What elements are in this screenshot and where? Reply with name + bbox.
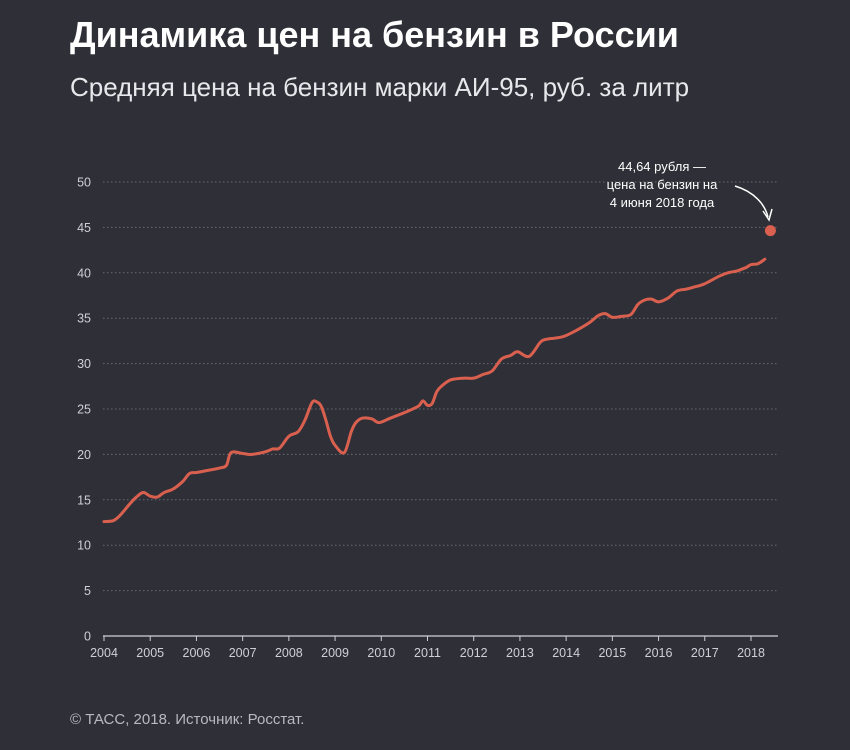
x-tick-label: 2010 bbox=[367, 646, 395, 660]
source-footer: © ТАСС, 2018. Источник: Росстат. bbox=[70, 711, 305, 728]
x-tick-label: 2007 bbox=[229, 646, 257, 660]
annotation-line-1: 44,64 рубля — bbox=[618, 159, 706, 174]
x-tick-label: 2012 bbox=[460, 646, 488, 660]
y-tick-label: 30 bbox=[77, 357, 91, 371]
y-tick-label: 40 bbox=[77, 266, 91, 280]
price-annotation: 44,64 рубля — цена на бензин на 4 июня 2… bbox=[607, 159, 773, 222]
y-tick-label: 0 bbox=[84, 630, 91, 644]
x-tick-label: 2014 bbox=[552, 646, 580, 660]
grid-lines bbox=[103, 181, 778, 592]
x-axis bbox=[103, 635, 778, 641]
annotation-arrowhead bbox=[762, 208, 773, 222]
series-layer bbox=[102, 225, 776, 524]
annotation-line-3: 4 июня 2018 года bbox=[610, 195, 715, 210]
y-tick-label: 45 bbox=[77, 221, 91, 235]
annotation-line-2: цена на бензин на bbox=[607, 177, 718, 192]
price-series-line bbox=[102, 257, 767, 524]
x-tick-label: 2006 bbox=[183, 646, 211, 660]
x-tick-label: 2004 bbox=[90, 646, 118, 660]
y-tick-label: 10 bbox=[77, 539, 91, 553]
x-tick-label: 2018 bbox=[737, 646, 765, 660]
y-tick-label: 25 bbox=[77, 403, 91, 417]
x-tick-label: 2008 bbox=[275, 646, 303, 660]
x-tick-label: 2011 bbox=[414, 646, 441, 660]
chart-subtitle: Средняя цена на бензин марки АИ-95, руб.… bbox=[70, 72, 690, 102]
x-tick-label: 2009 bbox=[321, 646, 349, 660]
y-tick-label: 50 bbox=[77, 176, 91, 190]
annotation-arrow bbox=[734, 185, 769, 218]
x-tick-label: 2017 bbox=[691, 646, 719, 660]
latest-price-point bbox=[764, 225, 776, 237]
y-tick-label: 20 bbox=[77, 448, 91, 462]
y-axis-tick-labels: 0 5 10 15 20 25 30 35 40 45 50 bbox=[77, 176, 91, 644]
x-tick-label: 2013 bbox=[506, 646, 534, 660]
x-axis-tick-labels: 2004 2005 2006 2007 2008 2009 2010 2011 2012 2013… bbox=[90, 646, 765, 660]
y-tick-label: 15 bbox=[77, 493, 91, 507]
y-tick-label: 5 bbox=[84, 584, 91, 598]
x-tick-label: 2005 bbox=[136, 646, 164, 660]
x-tick-label: 2015 bbox=[598, 646, 626, 660]
x-tick-label: 2016 bbox=[645, 646, 673, 660]
y-tick-label: 35 bbox=[77, 312, 91, 326]
chart-title: Динамика цен на бензин в России bbox=[70, 14, 679, 55]
